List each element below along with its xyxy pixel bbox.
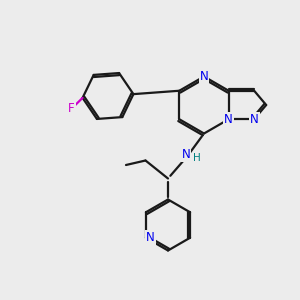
Text: N: N: [200, 70, 208, 83]
Text: N: N: [250, 113, 259, 126]
Text: N: N: [182, 148, 190, 161]
Text: N: N: [224, 113, 233, 126]
Text: H: H: [193, 153, 201, 164]
Text: N: N: [146, 231, 155, 244]
Text: F: F: [68, 102, 75, 116]
